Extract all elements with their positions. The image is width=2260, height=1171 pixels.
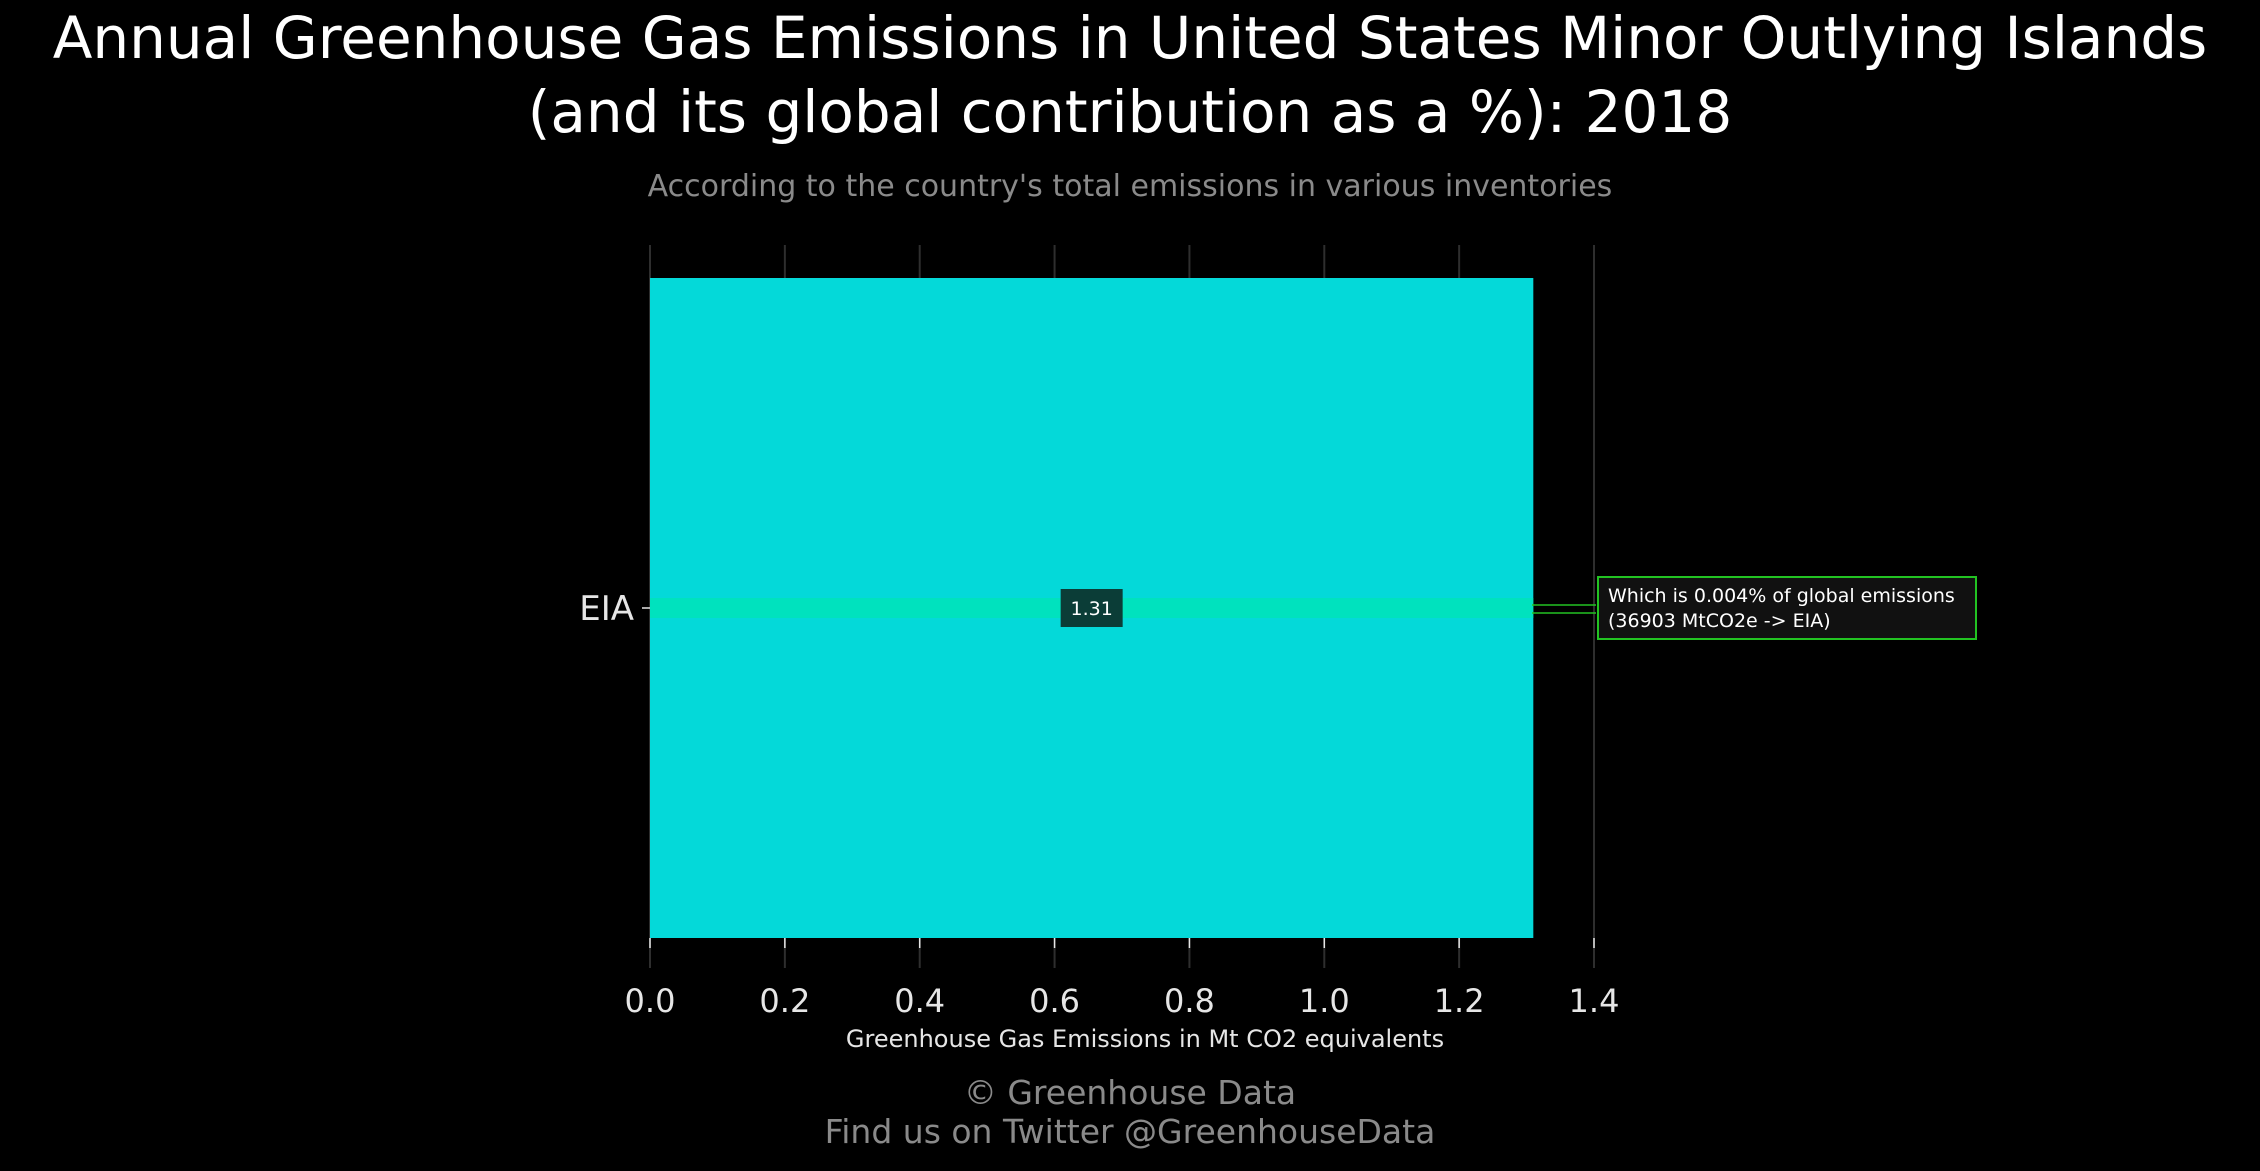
x-axis: 0.0 0.2 0.4 0.6 0.8 1.0 1.2 1.4 bbox=[625, 938, 1620, 1020]
footer-copyright: © Greenhouse Data bbox=[964, 1073, 1296, 1112]
chart-title-line-1: Annual Greenhouse Gas Emissions in Unite… bbox=[53, 4, 2208, 72]
value-label-0: 1.31 bbox=[1071, 598, 1113, 620]
footer-twitter: Find us on Twitter @GreenhouseData bbox=[825, 1112, 1436, 1151]
chart-subtitle: According to the country's total emissio… bbox=[648, 169, 1613, 204]
x-tick-label-7: 1.4 bbox=[1569, 982, 1620, 1020]
value-label-bg-0 bbox=[1060, 589, 1123, 627]
annotation-text-line-1: Which is 0.004% of global emissions bbox=[1608, 585, 1955, 607]
x-tick-label-1: 0.2 bbox=[759, 982, 810, 1020]
x-tick-label-6: 1.2 bbox=[1434, 982, 1485, 1020]
y-tick-label-eia: EIA bbox=[579, 589, 634, 629]
x-tick-label-0: 0.0 bbox=[625, 982, 676, 1020]
x-tick-label-4: 0.8 bbox=[1164, 982, 1215, 1020]
annotation-box bbox=[1597, 576, 1977, 640]
y-axis: EIA bbox=[579, 589, 650, 629]
x-tick-label-2: 0.4 bbox=[894, 982, 945, 1020]
annotation: Which is 0.004% of global emissions (369… bbox=[1532, 576, 1977, 640]
x-tick-label-3: 0.6 bbox=[1029, 982, 1080, 1020]
bars: 1.31 bbox=[650, 278, 1534, 938]
x-axis-label: Greenhouse Gas Emissions in Mt CO2 equiv… bbox=[846, 1025, 1444, 1053]
chart-title-line-2: (and its global contribution as a %): 20… bbox=[528, 78, 1732, 146]
x-tick-label-5: 1.0 bbox=[1299, 982, 1350, 1020]
annotation-text-line-2: (36903 MtCO2e -> EIA) bbox=[1608, 610, 1831, 632]
